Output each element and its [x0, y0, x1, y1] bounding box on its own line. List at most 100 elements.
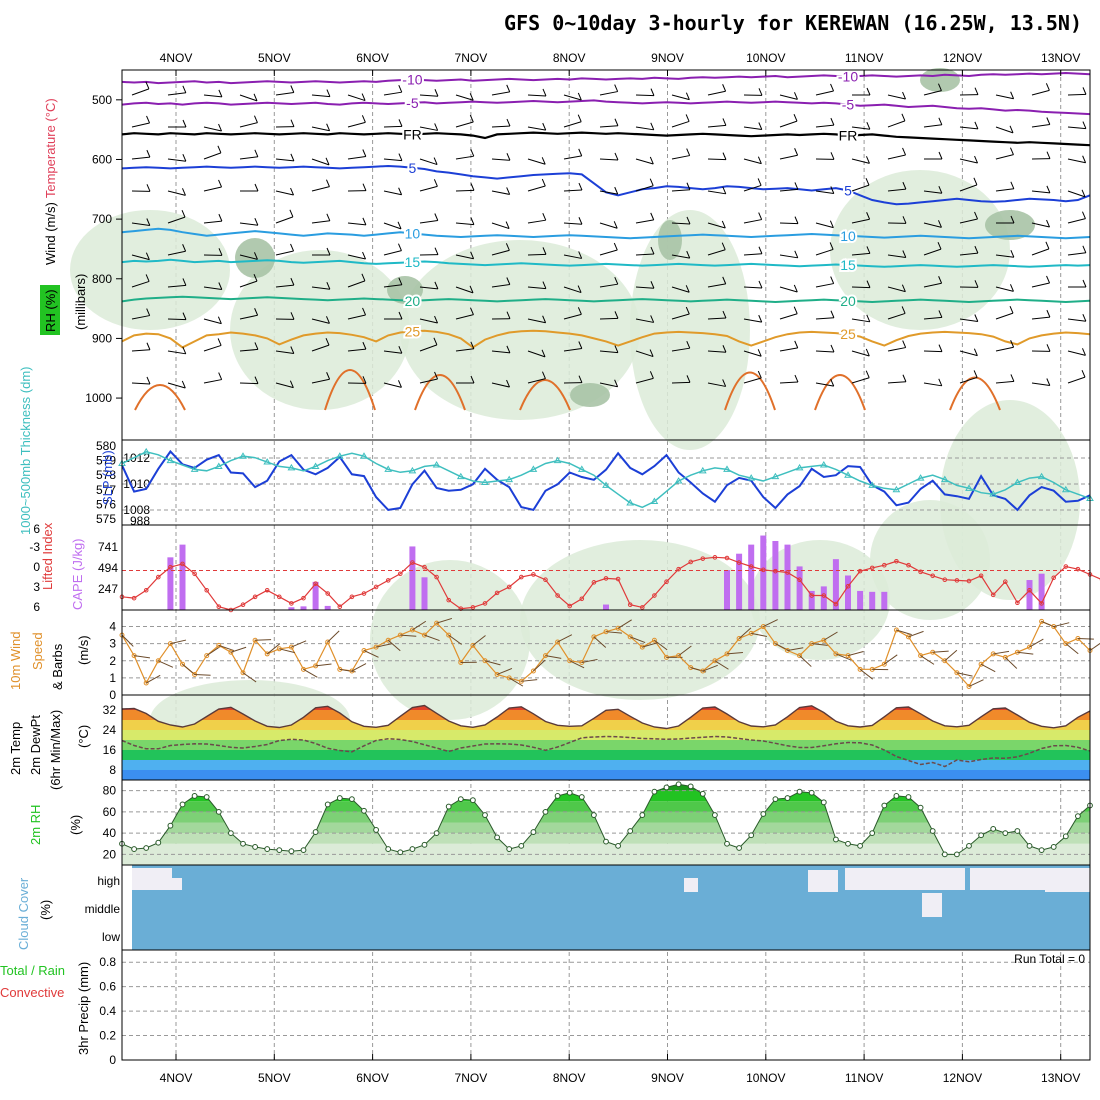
wind-barb-flag: [938, 220, 942, 228]
thickness-marker: [674, 477, 683, 484]
wind-barb: [311, 186, 330, 192]
wind-barb: [491, 283, 510, 288]
wind-barb: [527, 185, 546, 192]
wind10-barb: [206, 646, 221, 657]
wind-barb-flag: [182, 278, 187, 286]
temp-tick-label: 8: [109, 763, 116, 777]
wind-barb-flag: [1009, 125, 1014, 134]
wind-barb-flag: [901, 306, 906, 314]
rh-point: [131, 846, 138, 852]
rh-point: [179, 801, 186, 808]
wind-barb-flag: [1046, 378, 1051, 386]
rh-point: [808, 789, 815, 796]
wind-barb-flag: [794, 374, 799, 383]
wind-barb-flag: [721, 242, 726, 250]
wind-speed-point: [881, 661, 887, 667]
wind10-barb: [581, 658, 598, 663]
wind-barb-flag: [181, 380, 186, 389]
thickness-marker: [819, 461, 828, 468]
wind-barb: [995, 188, 1014, 192]
wind-barb-flag: [218, 89, 223, 98]
wind-barb-flag: [794, 182, 799, 190]
wind-barb: [527, 126, 546, 131]
wind-barb: [347, 94, 366, 102]
thickness-marker: [1013, 478, 1022, 485]
wind-ylabel-speed: Speed: [30, 632, 45, 670]
day-label-top: 7NOV: [455, 51, 488, 65]
wind-barb: [599, 125, 618, 128]
lifted-index-point: [591, 580, 597, 585]
temp-tick-label: 16: [103, 743, 117, 757]
wind-barb: [383, 382, 402, 388]
lifted-index-point: [543, 577, 548, 583]
wind-barb: [491, 382, 510, 388]
wind-barb-flag: [254, 115, 258, 123]
wind-barb-flag: [830, 378, 835, 387]
wind-barb-flag: [721, 220, 726, 229]
wind-barb-flag: [541, 157, 546, 165]
wind-barb: [203, 318, 222, 325]
wind10-barb: [859, 668, 874, 680]
lifted-index-point: [277, 594, 282, 600]
wind-speed-point: [627, 634, 633, 640]
wind10-panel: 4 3 2 1 0 10m Wind Speed & Barbs (m/s): [8, 617, 1100, 702]
wind-speed-point: [857, 666, 863, 672]
pressure-tick-label: 500: [92, 93, 112, 107]
thickness-marker: [723, 465, 731, 472]
lifted-tick-label: 3: [33, 580, 40, 594]
wind-barb-flag: [254, 149, 259, 158]
wind10-barb: [1089, 642, 1100, 651]
wind-barb: [671, 347, 690, 352]
wind-barb-flag: [686, 375, 691, 383]
lifted-tick-label: 0: [33, 560, 40, 574]
wind-barb-flag: [182, 119, 187, 128]
wind-barb: [1067, 218, 1086, 224]
thickness-marker: [142, 447, 151, 455]
wind10-barb: [980, 663, 996, 673]
rh-point: [457, 796, 464, 803]
wind-barb-flag: [218, 372, 223, 380]
rh-point: [1002, 830, 1009, 837]
cape-bar: [869, 591, 876, 610]
wind-barb: [563, 155, 582, 160]
wind-speed-point: [712, 658, 718, 664]
isotherm-10: [121, 227, 1091, 240]
wind-barb-flag: [578, 341, 583, 349]
wind-speed-point: [288, 644, 294, 650]
wind-barb: [491, 91, 510, 96]
rh-tick-label: 20: [103, 847, 117, 861]
wind-barb-flag: [794, 250, 799, 259]
wind-barb-flag: [902, 250, 907, 258]
rh-shading-dark: [570, 383, 610, 407]
wind-speed-point: [446, 632, 452, 638]
thickness-marker: [698, 466, 707, 474]
thickness-marker: [747, 474, 756, 481]
wind-barb-flag: [362, 341, 367, 350]
wind-speed-point: [1027, 644, 1032, 650]
wind-barb-flag: [470, 251, 475, 259]
thickness-marker: [989, 490, 998, 497]
wind10-barb: [484, 660, 501, 666]
wind-barb: [851, 158, 870, 164]
wind-barb-flag: [1010, 181, 1015, 190]
cape-bar: [760, 535, 767, 610]
lifted-index-point: [398, 571, 403, 577]
isotherm-label: 5: [409, 160, 417, 176]
wind-barb-flag: [290, 153, 295, 162]
wind-barb-flag: [794, 340, 799, 349]
rh-point: [917, 804, 924, 811]
lifted-index-point: [252, 594, 258, 600]
wind-barb: [419, 126, 438, 131]
wind-barb-flag: [938, 276, 943, 284]
wind-barb-flag: [506, 187, 511, 195]
isotherm-label: FR: [403, 126, 422, 142]
precip-tick-label: 0.4: [99, 1004, 116, 1018]
lifted-index-point: [373, 584, 379, 590]
lifted-index-point: [506, 584, 512, 590]
rh-point: [530, 829, 537, 835]
wind-barb: [779, 222, 799, 225]
cape-bar: [1038, 573, 1045, 610]
temp-tick-label: 32: [103, 703, 117, 717]
wind-barb: [779, 254, 798, 259]
wind-barb: [1067, 190, 1086, 198]
